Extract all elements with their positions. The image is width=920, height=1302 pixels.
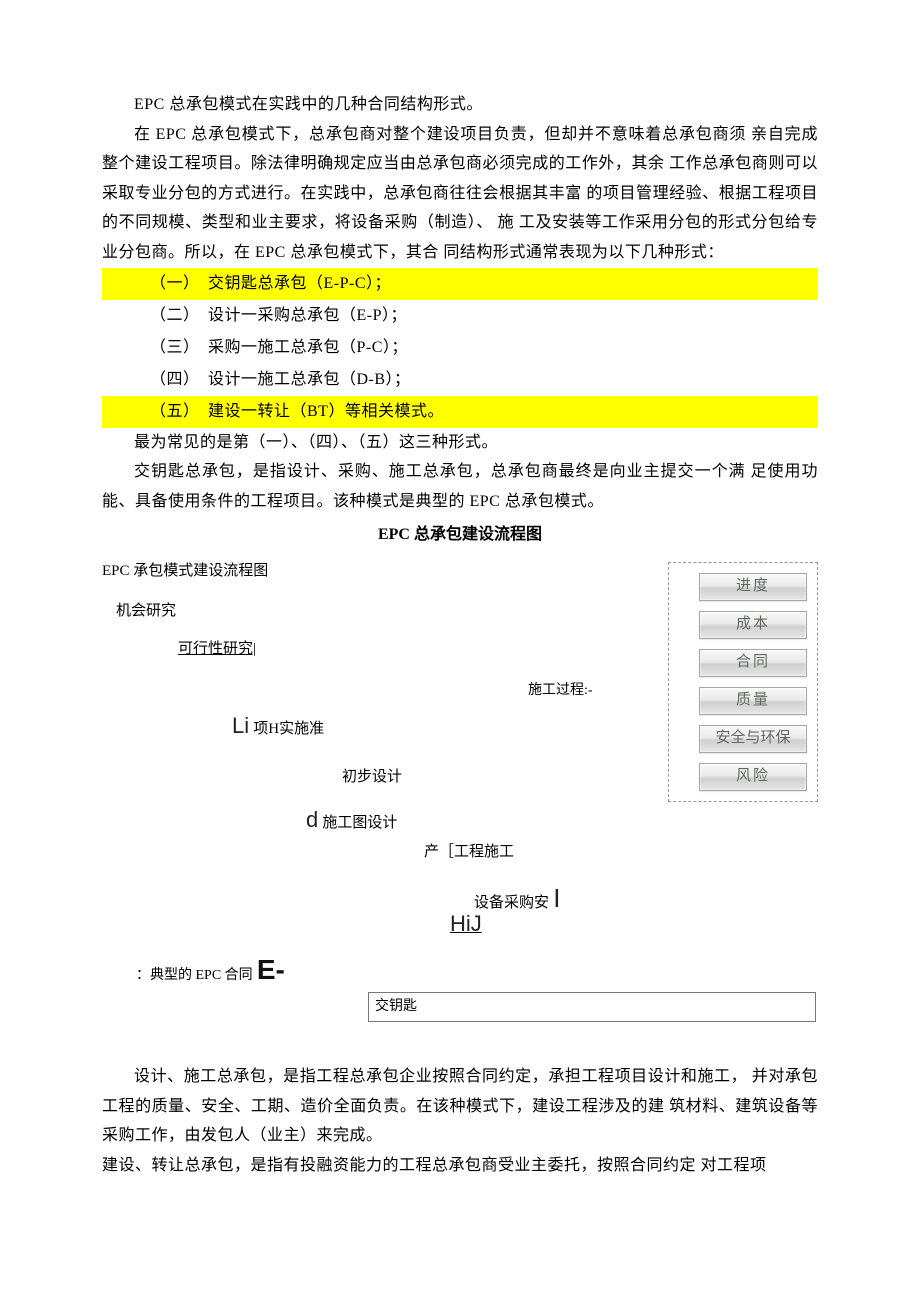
btn-progress: 进度 — [699, 573, 807, 601]
step-construction-drawing-row: d 施工图设计 — [306, 800, 397, 841]
glyph-chan: 产［ — [424, 844, 454, 860]
btn-contract: 合同 — [699, 649, 807, 677]
intro-body: 在 EPC 总承包模式下，总承包商对整个建设项目负责，但却并不意味着总承包商须 … — [102, 120, 818, 268]
build-transfer-desc: 建设、转让总承包，是指有投融资能力的工程总承包商受业主委托，按照合同约定 对工程… — [102, 1151, 818, 1181]
diagram-title: EPC 总承包建设流程图 — [102, 520, 818, 550]
step-construction-drawing: 施工图设计 — [322, 815, 397, 831]
process-label: 施工过程:- — [528, 678, 593, 704]
step-implementation-row: Li 项H实施准 — [232, 706, 324, 747]
list-item-2: （二） 设计一采购总承包（E-P）； — [102, 300, 818, 332]
typical-epc-contract-label: ：典型的 EPC 合同 E- — [136, 944, 285, 996]
step-construction: 工程施工 — [454, 844, 514, 860]
diagram-subtitle: EPC 承包模式建设流程图 — [102, 558, 268, 586]
step-procurement-row: 设备采购安 I — [474, 874, 560, 922]
process-aspects-panel: 进度 成本 合同 质量 安全与环保 风险 — [668, 562, 818, 802]
turnkey-box: 交钥匙 — [368, 992, 816, 1022]
glyph-i-suffix: I — [553, 883, 560, 913]
list-item-3: （三） 采购一施工总承包（P-C）； — [102, 332, 818, 364]
common-forms: 最为常见的是第（一）、（四）、（五）这三种形式。 — [102, 428, 818, 458]
btn-quality: 质量 — [699, 687, 807, 715]
epc-flowchart: EPC 承包模式建设流程图 机会研究 可行性研究| Li 项H实施准 初步设计 … — [102, 554, 818, 1034]
btn-safety-env: 安全与环保 — [699, 725, 807, 753]
step-procurement: 设备采购安 — [474, 895, 549, 911]
step-opportunity: 机会研究 — [116, 598, 176, 626]
design-construction-desc: 设计、施工总承包，是指工程总承包企业按照合同约定，承担工程项目设计和施工， 并对… — [102, 1062, 818, 1151]
glyph-li: Li — [232, 713, 249, 738]
step-implementation: 项H实施准 — [253, 721, 324, 737]
intro-title: EPC 总承包模式在实践中的几种合同结构形式。 — [102, 90, 818, 120]
step-prelim-design: 初步设计 — [342, 764, 402, 792]
glyph-d: d — [306, 807, 318, 832]
list-item-4: （四） 设计一施工总承包（D-B）； — [102, 364, 818, 396]
glyph-hij: HiJ — [450, 904, 482, 945]
btn-risk: 风险 — [699, 763, 807, 791]
list-item-1: （一） 交钥匙总承包（E-P-C）； — [102, 268, 818, 300]
step-feasibility: 可行性研究| — [178, 636, 256, 664]
btn-cost: 成本 — [699, 611, 807, 639]
turnkey-desc: 交钥匙总承包，是指设计、采购、施工总承包，总承包商最终是向业主提交一个满 足使用… — [102, 457, 818, 516]
step-construction-row: 产［工程施工 — [424, 838, 514, 867]
list-item-5: （五） 建设一转让（BT）等相关模式。 — [102, 396, 818, 428]
